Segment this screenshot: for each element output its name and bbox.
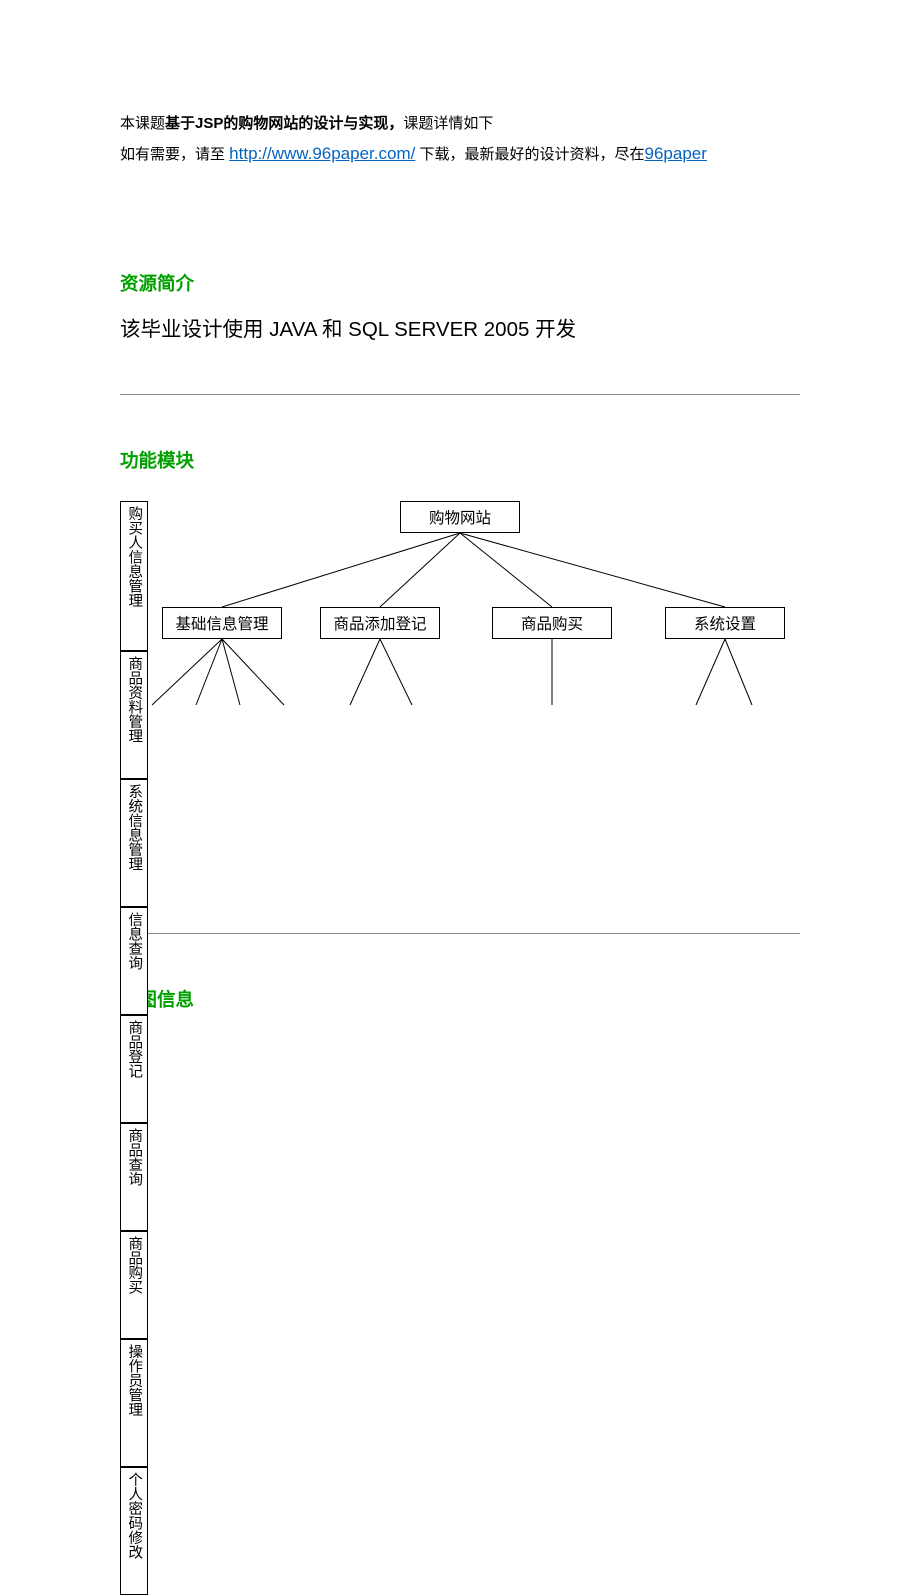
tree-leaf-node: 购买人信息管理 <box>120 501 148 651</box>
tree-leaf-label: 商品登记 <box>127 1020 142 1078</box>
section-screenshot-title: 截图信息 <box>120 986 800 1012</box>
tree-leaf-label: 购买人信息管理 <box>127 506 142 608</box>
tree-level2-node: 商品购买 <box>492 607 612 639</box>
tree-leaf-node: 系统信息管理 <box>120 779 148 907</box>
tree-level2-node: 基础信息管理 <box>162 607 282 639</box>
tree-leaf-node: 商品资料管理 <box>120 651 148 779</box>
source-link[interactable]: http://www.96paper.com/ <box>229 144 415 163</box>
tree-leaf-label: 信息查询 <box>127 912 142 970</box>
tree-leaf-label: 商品资料管理 <box>127 656 142 743</box>
tree-leaf-node: 商品登记 <box>120 1015 148 1123</box>
intro-bold: 基于JSP的购物网站的设计与实现， <box>165 115 403 132</box>
intro-line-1: 本课题基于JSP的购物网站的设计与实现，课题详情如下 <box>120 110 800 137</box>
resource-description: 该毕业设计使用 JAVA 和 SQL SERVER 2005 开发 <box>120 312 800 342</box>
source-link-2[interactable]: 96paper <box>645 144 707 163</box>
tree-level2-node: 系统设置 <box>665 607 785 639</box>
modules-tree-diagram: 购物网站 基础信息管理 商品添加登记 商品购买 系统设置 购买人信息管理商品资料管理系统… <box>120 501 800 881</box>
intro-line-2: 如有需要，请至 http://www.96paper.com/ 下载，最新最好的… <box>120 139 800 170</box>
tree-leaf-node: 信息查询 <box>120 907 148 1015</box>
intro-prefix: 本课题 <box>120 115 165 132</box>
tree-leaf-label: 操作员管理 <box>127 1344 142 1417</box>
intro-suffix: 课题详情如下 <box>403 115 493 132</box>
tree-connectors <box>120 501 800 881</box>
tree-leaf-label: 系统信息管理 <box>127 784 142 871</box>
divider-1 <box>120 394 800 395</box>
tree-leaf-label: 个人密码修改 <box>127 1472 142 1559</box>
tree-leaf-node: 个人密码修改 <box>120 1467 148 1595</box>
tree-leaf-node: 操作员管理 <box>120 1339 148 1467</box>
intro-line2-pre: 如有需要，请至 <box>120 146 229 163</box>
section-resource-title: 资源简介 <box>120 270 800 296</box>
tree-leaf-node: 商品查询 <box>120 1123 148 1231</box>
tree-leaf-label: 商品查询 <box>127 1128 142 1186</box>
tree-level2-node: 商品添加登记 <box>320 607 440 639</box>
divider-2 <box>120 933 800 934</box>
section-modules-title: 功能模块 <box>120 447 800 473</box>
tree-leaf-label: 商品购买 <box>127 1236 142 1294</box>
intro-line2-mid: 下载，最新最好的设计资料，尽在 <box>420 146 645 163</box>
tree-leaf-node: 商品购买 <box>120 1231 148 1339</box>
tree-root-node: 购物网站 <box>400 501 520 533</box>
